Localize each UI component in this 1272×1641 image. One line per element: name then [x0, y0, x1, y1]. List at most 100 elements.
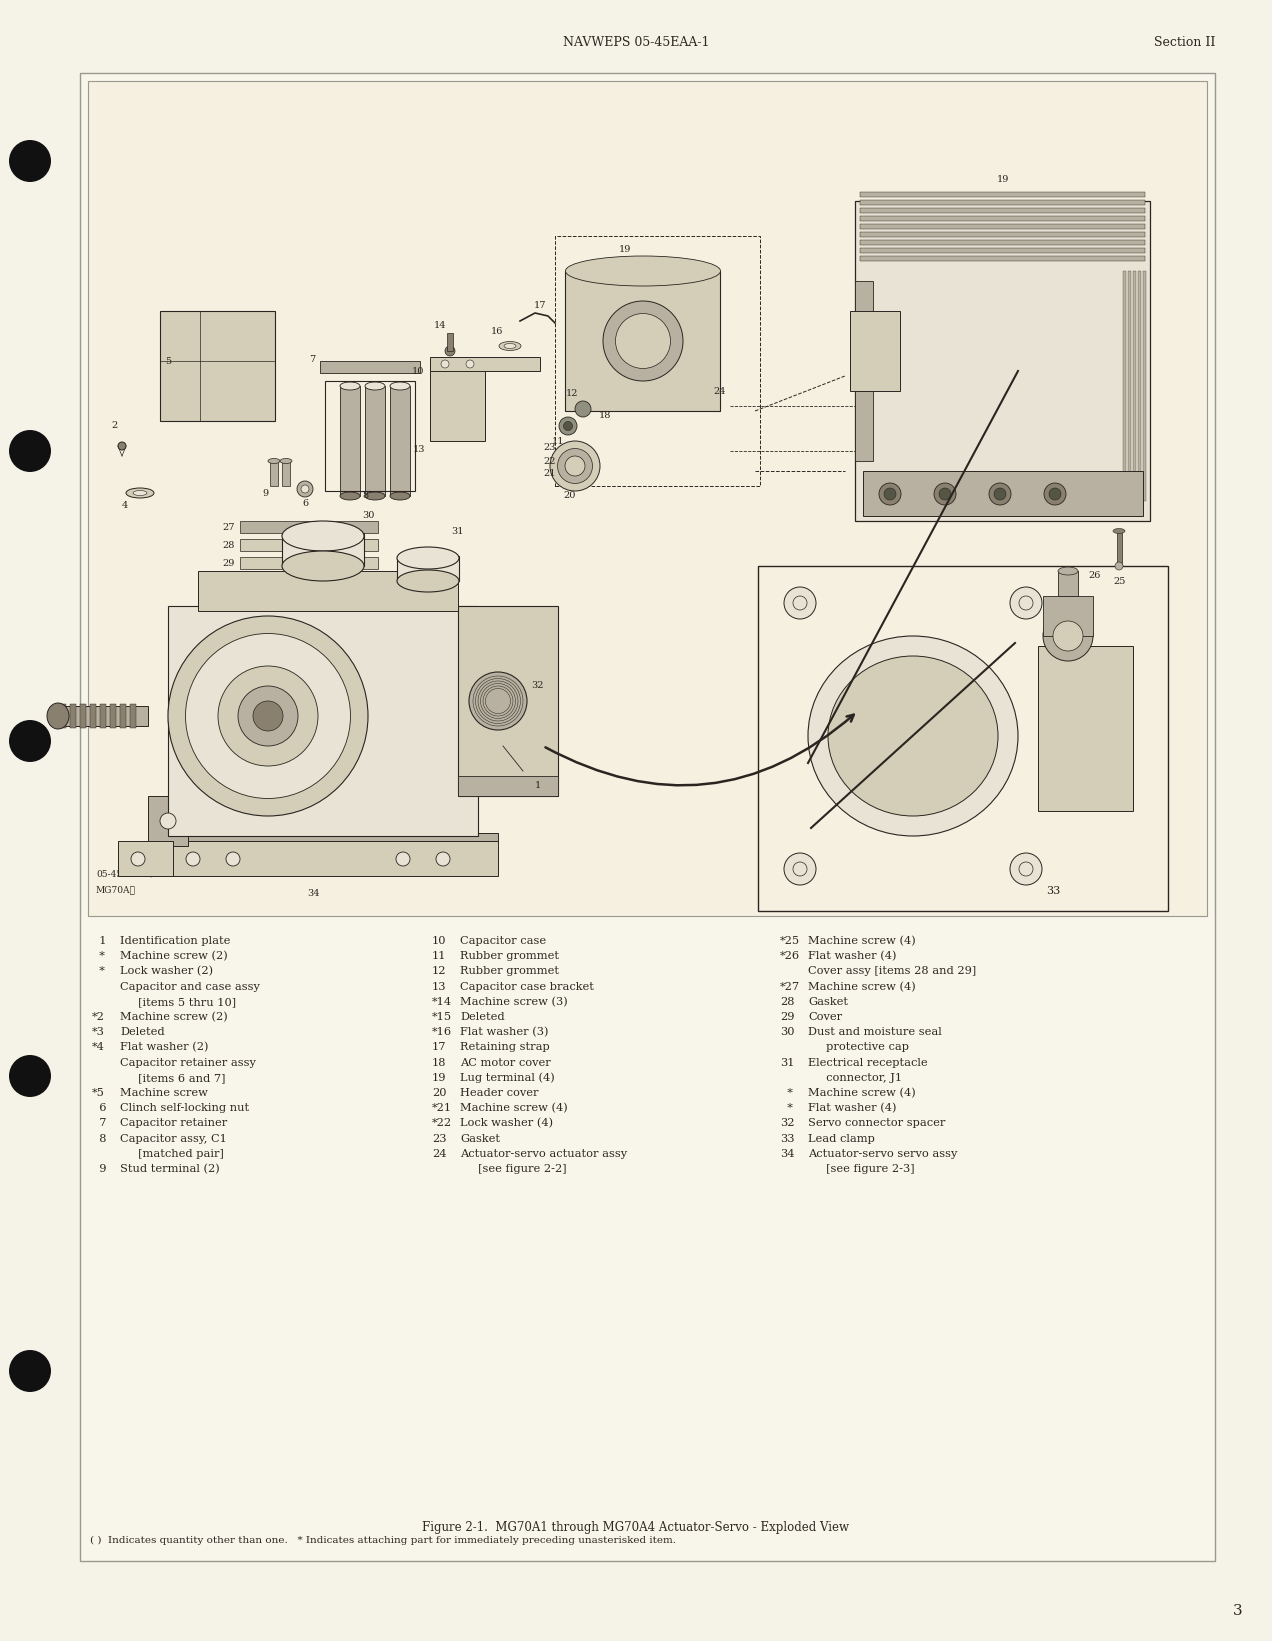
Ellipse shape	[575, 400, 591, 417]
Bar	[860, 192, 1145, 197]
Text: *27: *27	[780, 981, 800, 991]
Bar	[862, 471, 1144, 515]
Text: Lead clamp: Lead clamp	[808, 1134, 875, 1144]
Text: 11: 11	[432, 952, 446, 962]
Bar	[860, 256, 1145, 261]
Text: [see figure 2-2]: [see figure 2-2]	[460, 1163, 566, 1173]
Bar	[168, 840, 499, 876]
Text: 28: 28	[223, 540, 235, 550]
Ellipse shape	[365, 382, 385, 391]
Text: 20: 20	[563, 492, 576, 501]
Bar	[860, 217, 1145, 222]
Bar	[88, 80, 1207, 916]
Ellipse shape	[253, 701, 282, 730]
Bar	[240, 538, 378, 551]
Text: Machine screw (3): Machine screw (3)	[460, 996, 567, 1008]
Ellipse shape	[296, 481, 313, 497]
Text: 33: 33	[780, 1134, 795, 1144]
Text: 29: 29	[223, 558, 235, 568]
Bar	[60, 704, 66, 729]
Text: Actuator-servo actuator assy: Actuator-servo actuator assy	[460, 1149, 627, 1159]
Text: Servo connector spacer: Servo connector spacer	[808, 1119, 945, 1129]
Text: 14: 14	[434, 322, 446, 330]
Text: protective cap: protective cap	[808, 1042, 909, 1052]
Text: 34: 34	[780, 1149, 795, 1159]
Ellipse shape	[1010, 587, 1042, 619]
Text: 19: 19	[997, 174, 1009, 184]
Text: [items 6 and 7]: [items 6 and 7]	[120, 1073, 225, 1083]
Ellipse shape	[1058, 568, 1077, 574]
Ellipse shape	[1053, 620, 1082, 651]
Text: *26: *26	[780, 952, 800, 962]
Text: MG70AⓅ: MG70AⓅ	[95, 886, 136, 894]
Ellipse shape	[126, 487, 154, 497]
Ellipse shape	[168, 615, 368, 816]
Text: 16: 16	[491, 327, 504, 335]
Text: 1: 1	[534, 781, 541, 791]
Text: Machine screw (4): Machine screw (4)	[808, 981, 916, 991]
Bar	[90, 704, 95, 729]
Ellipse shape	[340, 382, 360, 391]
Ellipse shape	[131, 852, 145, 866]
Ellipse shape	[9, 720, 51, 761]
Text: Cover assy [items 28 and 29]: Cover assy [items 28 and 29]	[808, 967, 976, 976]
Text: Flat washer (3): Flat washer (3)	[460, 1027, 548, 1037]
Ellipse shape	[993, 487, 1006, 501]
Ellipse shape	[1043, 610, 1093, 661]
Text: 20: 20	[432, 1088, 446, 1098]
Bar	[860, 231, 1145, 236]
Text: 1: 1	[92, 935, 107, 945]
Text: Capacitor retainer: Capacitor retainer	[120, 1119, 228, 1129]
Text: 9: 9	[92, 1163, 107, 1173]
Ellipse shape	[186, 852, 200, 866]
Text: 12: 12	[566, 389, 579, 397]
Text: 24: 24	[714, 387, 726, 395]
Text: 5: 5	[165, 356, 170, 366]
Text: *3: *3	[92, 1027, 104, 1037]
Bar	[1058, 571, 1077, 596]
Ellipse shape	[9, 430, 51, 473]
Text: Identification plate: Identification plate	[120, 935, 230, 945]
Text: Rubber grommet: Rubber grommet	[460, 952, 558, 962]
Text: *: *	[780, 1088, 792, 1098]
Ellipse shape	[828, 656, 999, 816]
Text: NAVWEPS 05-45EAA-1: NAVWEPS 05-45EAA-1	[562, 36, 710, 49]
Bar	[855, 200, 1150, 520]
Bar	[282, 461, 290, 486]
Ellipse shape	[391, 382, 410, 391]
Text: 11: 11	[552, 437, 565, 445]
Bar	[565, 271, 720, 410]
Text: 29: 29	[780, 1012, 795, 1022]
Text: 7: 7	[92, 1119, 107, 1129]
Bar	[240, 556, 378, 569]
Text: 30: 30	[361, 512, 374, 520]
Text: [items 5 thru 10]: [items 5 thru 10]	[120, 996, 237, 1008]
Bar	[365, 386, 385, 496]
Ellipse shape	[186, 633, 351, 799]
Bar	[446, 333, 453, 351]
Bar	[391, 386, 410, 496]
Bar	[120, 704, 126, 729]
Text: 13: 13	[412, 445, 425, 453]
Text: Lug terminal (4): Lug terminal (4)	[460, 1073, 555, 1083]
Bar	[1043, 596, 1093, 637]
Bar	[168, 606, 478, 835]
Text: Machine screw (2): Machine screw (2)	[120, 952, 228, 962]
Ellipse shape	[1010, 853, 1042, 884]
Text: 18: 18	[432, 1057, 446, 1068]
Ellipse shape	[340, 492, 360, 501]
Text: 4: 4	[122, 502, 128, 510]
Bar	[860, 225, 1145, 230]
Text: 9: 9	[262, 489, 268, 497]
Bar	[321, 361, 420, 373]
Bar	[1038, 647, 1133, 811]
Polygon shape	[148, 796, 188, 847]
Bar	[168, 834, 499, 840]
Text: *: *	[92, 967, 104, 976]
Text: 32: 32	[532, 681, 544, 691]
Ellipse shape	[499, 341, 522, 351]
Bar	[160, 312, 275, 422]
Text: 32: 32	[780, 1119, 795, 1129]
Text: 24: 24	[432, 1149, 446, 1159]
Bar	[1123, 271, 1126, 501]
